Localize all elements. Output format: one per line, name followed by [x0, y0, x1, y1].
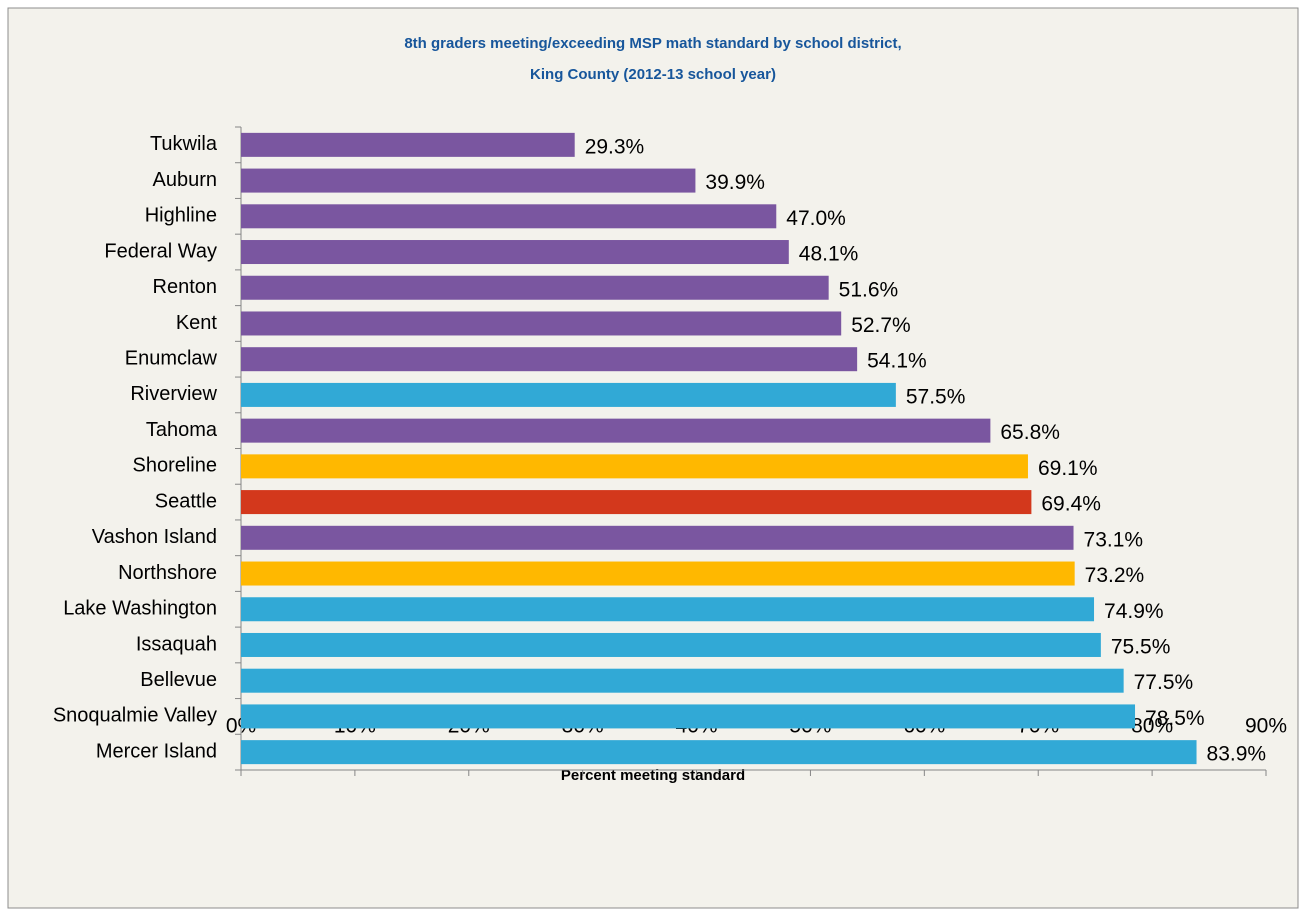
y-tick-label: Enumclaw: [125, 347, 218, 369]
y-tick-label: Renton: [153, 276, 218, 298]
x-tick-label: 90%: [1245, 715, 1287, 738]
bar: [241, 275, 829, 300]
bar: [241, 347, 858, 372]
bar: [241, 490, 1032, 515]
value-label: 83.9%: [1207, 743, 1267, 766]
bar: [241, 311, 842, 336]
bar: [241, 382, 896, 407]
value-label: 73.1%: [1084, 528, 1144, 551]
y-tick-label: Snoqualmie Valley: [53, 705, 217, 727]
value-label: 65.8%: [1000, 421, 1060, 444]
value-label: 69.4%: [1041, 493, 1101, 516]
value-label: 52.7%: [851, 314, 911, 337]
bar: [241, 704, 1136, 729]
bar: [241, 632, 1101, 657]
bar: [241, 418, 991, 443]
value-label: 74.9%: [1104, 600, 1164, 623]
value-label: 29.3%: [585, 135, 645, 158]
chart-title: King County (2012-13 school year): [530, 66, 776, 83]
y-tick-label: Northshore: [118, 562, 217, 584]
bar: [241, 454, 1028, 479]
x-tick-label: 80%: [1131, 715, 1173, 738]
value-label: 47.0%: [786, 207, 846, 230]
y-tick-label: Auburn: [153, 169, 218, 191]
y-tick-label: Mercer Island: [96, 740, 217, 762]
value-label: 77.5%: [1134, 671, 1194, 694]
value-label: 69.1%: [1038, 457, 1098, 480]
bar: [241, 132, 575, 157]
bar: [241, 240, 789, 265]
y-tick-label: Seattle: [155, 490, 217, 512]
bar: [241, 668, 1124, 693]
value-label: 57.5%: [906, 385, 966, 408]
y-tick-label: Vashon Island: [92, 526, 217, 548]
value-label: 75.5%: [1111, 636, 1171, 659]
y-tick-label: Shoreline: [132, 455, 217, 477]
value-label: 78.5%: [1145, 707, 1205, 730]
y-tick-label: Riverview: [130, 383, 217, 405]
bar: [241, 597, 1095, 622]
y-tick-label: Bellevue: [140, 669, 217, 691]
chart-title: 8th graders meeting/exceeding MSP math s…: [404, 35, 901, 52]
y-tick-label: Tahoma: [146, 419, 218, 441]
value-label: 48.1%: [799, 243, 859, 266]
x-axis-label: Percent meeting standard: [561, 767, 745, 784]
value-label: 73.2%: [1085, 564, 1145, 587]
y-tick-label: Highline: [145, 205, 217, 227]
bar: [241, 740, 1197, 765]
bar: [241, 168, 696, 193]
bar: [241, 525, 1074, 550]
bar: [241, 561, 1075, 586]
y-tick-label: Federal Way: [104, 240, 217, 262]
value-label: 39.9%: [705, 171, 765, 194]
value-label: 54.1%: [867, 350, 927, 373]
y-tick-label: Tukwila: [150, 133, 218, 155]
y-tick-label: Issaquah: [136, 633, 217, 655]
value-label: 51.6%: [839, 278, 899, 301]
y-tick-label: Kent: [176, 312, 218, 334]
bar: [241, 204, 777, 229]
y-tick-label: Lake Washington: [63, 598, 217, 620]
